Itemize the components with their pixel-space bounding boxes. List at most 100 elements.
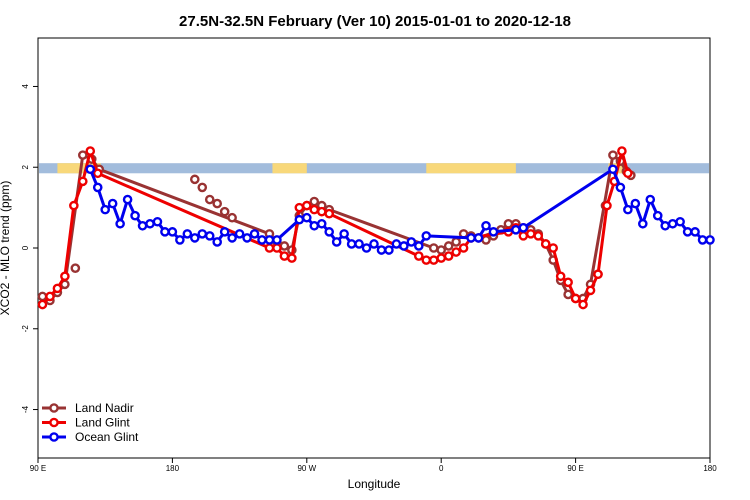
data-point [570,293,581,304]
data-point [287,253,297,263]
data-point [406,237,417,247]
data-point [563,289,573,300]
data-point [272,235,282,245]
data-point [458,243,469,253]
data-point [540,239,551,249]
series-land-nadir [37,150,636,306]
data-point [623,168,633,179]
data-point [301,212,312,223]
data-point [428,243,439,253]
data-point [451,237,461,247]
y-axis-label: XCO2 - MLO trend (ppm) [0,181,12,316]
data-point [242,233,252,243]
data-point [593,269,603,280]
data-point [78,150,88,160]
land-segment [57,163,101,174]
data-point [316,218,327,229]
legend-label: Land Glint [75,416,130,430]
data-point [667,218,678,229]
data-point [697,235,708,245]
y-tick-label: -2 [21,325,30,333]
data-point [212,198,222,209]
data-point [324,208,335,219]
x-axis-label: Longitude [348,477,401,491]
data-point [257,235,267,245]
data-point [399,241,409,251]
data-point [652,210,663,221]
data-point [518,223,529,233]
data-point [130,210,140,221]
data-point [443,251,454,261]
data-point [107,198,118,209]
series-ocean-glint [85,164,715,255]
data-point [69,200,79,211]
data-point [413,251,424,261]
data-point [376,245,387,255]
data-point [52,283,63,294]
data-point [466,233,476,243]
data-point [563,277,573,288]
data-point [660,220,671,231]
data-point [473,233,484,243]
data-point [309,220,320,231]
data-point [122,194,133,205]
data-point [481,220,491,231]
data-point [219,206,230,217]
y-tick-label: 4 [21,84,30,89]
data-point [615,182,626,193]
legend-marker [49,432,59,442]
data-point [37,291,48,302]
data-point [339,229,349,239]
data-point [249,229,260,239]
y-tick-label: 2 [21,164,30,169]
data-point [630,198,641,209]
series-layer [37,146,715,310]
data-point [555,271,566,282]
x-tick-label: 90 E [30,464,46,473]
data-point [451,247,461,257]
data-point [384,245,394,255]
data-point [264,243,275,253]
data-point [533,231,544,241]
data-point [37,299,48,310]
data-point [548,243,559,253]
data-point [309,204,320,215]
data-point [608,150,618,160]
data-point [391,239,402,249]
data-point [212,237,222,247]
data-point [526,229,536,239]
data-point [428,255,439,265]
legend-marker [49,417,59,428]
series-line [41,153,628,302]
data-point [602,200,612,211]
data-point [152,216,163,227]
data-point [690,227,700,237]
data-point [60,271,70,282]
data-point [682,227,693,237]
data-point [92,182,103,193]
data-point [85,164,96,175]
data-point [189,233,200,243]
data-point [167,227,178,237]
y-tick-label: -4 [21,405,30,413]
data-point [227,233,237,243]
data-point [578,299,588,310]
data-point [511,225,521,235]
data-point [436,245,447,255]
x-tick-label: 90 W [297,464,316,473]
data-point [585,285,596,296]
data-point [279,241,290,251]
ocean-band [39,163,709,174]
data-point [481,235,491,245]
data-point [617,146,627,156]
data-point [705,235,715,245]
legend-label: Land Nadir [75,401,134,415]
legend-marker [49,403,59,413]
data-point [204,231,215,241]
data-point [145,218,155,229]
x-tick-label: 0 [439,464,444,473]
data-point [518,231,529,241]
data-point [197,229,208,239]
